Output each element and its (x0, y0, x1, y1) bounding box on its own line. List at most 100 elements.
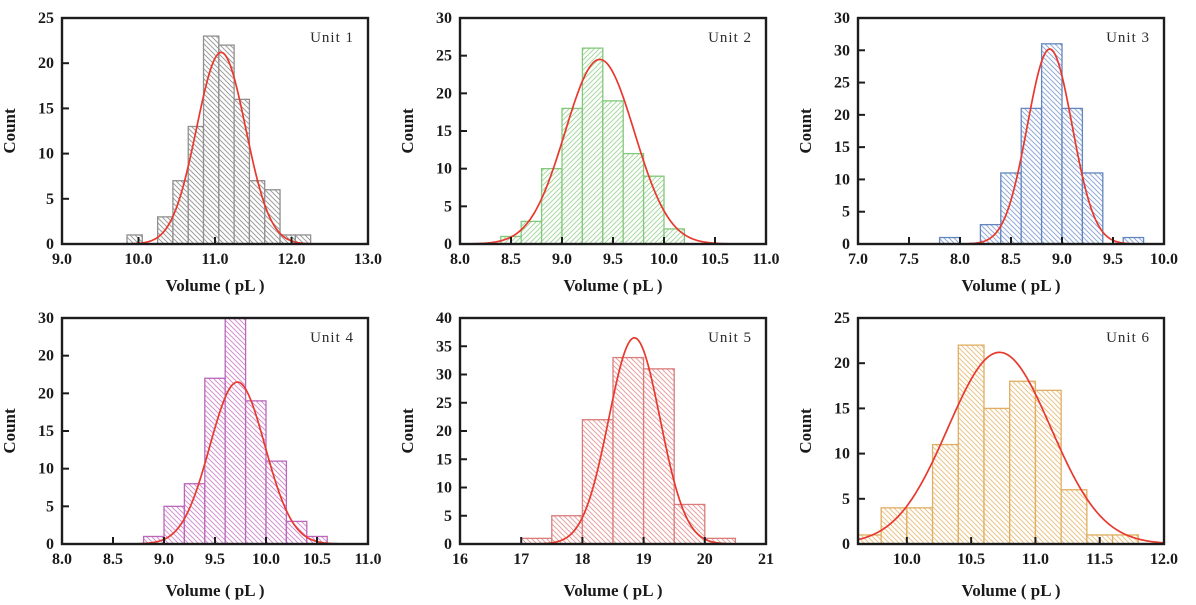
x-axis-label: Volume ( pL ) (563, 581, 662, 600)
histogram-bar (1081, 172, 1104, 244)
x-tick-label: 7.5 (899, 251, 919, 268)
y-tick-label: 20 (436, 85, 452, 102)
y-tick-label: 10 (834, 171, 850, 188)
y-tick-label: 5 (46, 498, 54, 515)
histogram-bar (1040, 43, 1063, 244)
x-tick-label: 13.0 (354, 251, 382, 268)
x-tick-label: 10.5 (701, 251, 729, 268)
y-tick-label: 5 (842, 491, 850, 508)
plot-area (460, 336, 766, 544)
y-axis-label: Count (0, 108, 19, 154)
histogram-bar (642, 175, 665, 244)
y-tick-label: 5 (444, 198, 452, 215)
x-axis-label: Volume ( pL ) (563, 276, 662, 295)
histogram-bar (540, 168, 563, 244)
histogram-svg: 16 17 18 19 20 21 0 5 10 15 20 25 30 35 40 Unit 5 Volume… (398, 310, 774, 600)
x-tick-label: 9.0 (52, 251, 72, 268)
x-tick-label: 8.0 (450, 251, 470, 268)
y-axis-label: Count (398, 408, 417, 454)
x-tick-label: 9.5 (205, 551, 225, 568)
x-tick-label: 10.0 (1150, 251, 1178, 268)
histogram-svg: 8.0 8.5 9.0 9.5 10.0 10.5 11.0 0 5 10 15 20 20 30 Unit… (0, 310, 382, 600)
subplot-unit-6: 10.0 10.5 11.0 11.5 12.0 0 5 10 15 20 25 Unit 6 Volu… (796, 300, 1194, 605)
x-axis-label: Volume ( pL ) (165, 276, 264, 295)
y-tick-label: 10 (436, 480, 452, 497)
histogram-bar (294, 234, 312, 244)
histogram-bar (126, 234, 143, 244)
plot-area (858, 43, 1164, 244)
y-tick-label: 0 (444, 536, 452, 553)
y-tick-label: 30 (436, 367, 452, 384)
x-tick-label: 9.5 (603, 251, 623, 268)
histogram-svg: 10.0 10.5 11.0 11.5 12.0 0 5 10 15 20 25 Unit 6 Volu… (796, 310, 1178, 600)
subplot-unit-3: 7.0 7.5 8.0 8.5 9.0 9.5 10.0 0 5 10 15 20 25 30 30 Unit… (796, 0, 1194, 300)
x-tick-label: 19 (636, 551, 652, 568)
x-tick-label: 8.0 (950, 251, 970, 268)
y-tick-label: 15 (38, 423, 54, 440)
histogram-bar (931, 443, 959, 544)
y-tick-label: 15 (436, 451, 452, 468)
y-tick-label: 30 (38, 310, 54, 327)
x-tick-label: 11.0 (1022, 551, 1049, 568)
unit-title: Unit 6 (1106, 330, 1150, 346)
histogram-bar (248, 180, 266, 244)
y-tick-label: 15 (38, 100, 54, 117)
y-tick-label: 40 (436, 310, 452, 327)
x-tick-label: 10.5 (957, 551, 985, 568)
y-tick-label: 20 (834, 107, 850, 124)
histogram-bar (265, 460, 288, 544)
x-axis-label: Volume ( pL ) (165, 581, 264, 600)
histogram-bar (880, 507, 908, 544)
histogram-bar (187, 125, 205, 244)
x-tick-label: 10.5 (303, 551, 331, 568)
x-axis-label: Volume ( pL ) (961, 276, 1060, 295)
histogram-bar (1000, 172, 1022, 244)
subplot-unit-2: 8.0 8.5 9.0 9.5 10.0 10.5 11.0 0 5 10 15 20 25 30 Unit… (398, 0, 796, 300)
histogram-bar (1020, 107, 1043, 244)
x-tick-label: 16 (452, 551, 468, 568)
x-axis-label: Volume ( pL ) (961, 581, 1060, 600)
unit-title: Unit 2 (708, 30, 752, 46)
histogram-bar (244, 400, 267, 544)
y-tick-label: 0 (444, 236, 452, 253)
subplot-unit-1: 9.0 10.0 11.0 12.0 13.0 0 5 10 15 20 25 Unit 1 Volum… (0, 0, 398, 300)
x-tick-label: 11.0 (201, 251, 228, 268)
x-tick-label: 21 (758, 551, 774, 568)
y-tick-label: 10 (436, 161, 452, 178)
histogram-bar (551, 515, 584, 544)
y-tick-label: 5 (46, 191, 54, 208)
x-tick-label: 17 (513, 551, 529, 568)
histogram-svg: 9.0 10.0 11.0 12.0 13.0 0 5 10 15 20 25 Unit 1 Volum… (0, 10, 382, 295)
y-tick-label: 15 (436, 123, 452, 140)
y-tick-label: 20 (436, 423, 452, 440)
x-tick-label: 9.5 (1103, 251, 1123, 268)
histogram-bar (520, 220, 543, 244)
y-axis-label: Count (0, 408, 19, 454)
y-tick-label: 0 (842, 536, 850, 553)
y-tick-label: 20 (834, 355, 850, 372)
subplot-unit-5: 16 17 18 19 20 21 0 5 10 15 20 25 30 35 40 Unit 5 Volume… (398, 300, 796, 605)
plot-area (62, 318, 368, 544)
x-tick-label: 8.0 (52, 551, 72, 568)
y-tick-label: 25 (834, 310, 850, 327)
plot-area (460, 47, 766, 244)
y-axis-label: Count (796, 108, 815, 154)
x-tick-label: 9.0 (154, 551, 174, 568)
histogram-bar (622, 152, 645, 244)
y-tick-label: 20 (38, 348, 54, 365)
x-tick-label: 8.5 (501, 251, 521, 268)
y-tick-label: 30 (834, 42, 850, 59)
histogram-bar (663, 228, 686, 244)
y-tick-label: 35 (436, 338, 452, 355)
x-tick-label: 12.0 (278, 251, 306, 268)
x-tick-label: 8.5 (1001, 251, 1021, 268)
y-axis-label: Count (796, 408, 815, 454)
y-tick-label: 25 (436, 48, 452, 65)
y-tick-label: 0 (842, 236, 850, 253)
histogram-bar (561, 107, 584, 244)
unit-title: Unit 4 (310, 330, 354, 346)
y-tick-label: 25 (38, 10, 54, 27)
y-tick-label: 30 (436, 10, 452, 27)
x-tick-label: 18 (574, 551, 590, 568)
